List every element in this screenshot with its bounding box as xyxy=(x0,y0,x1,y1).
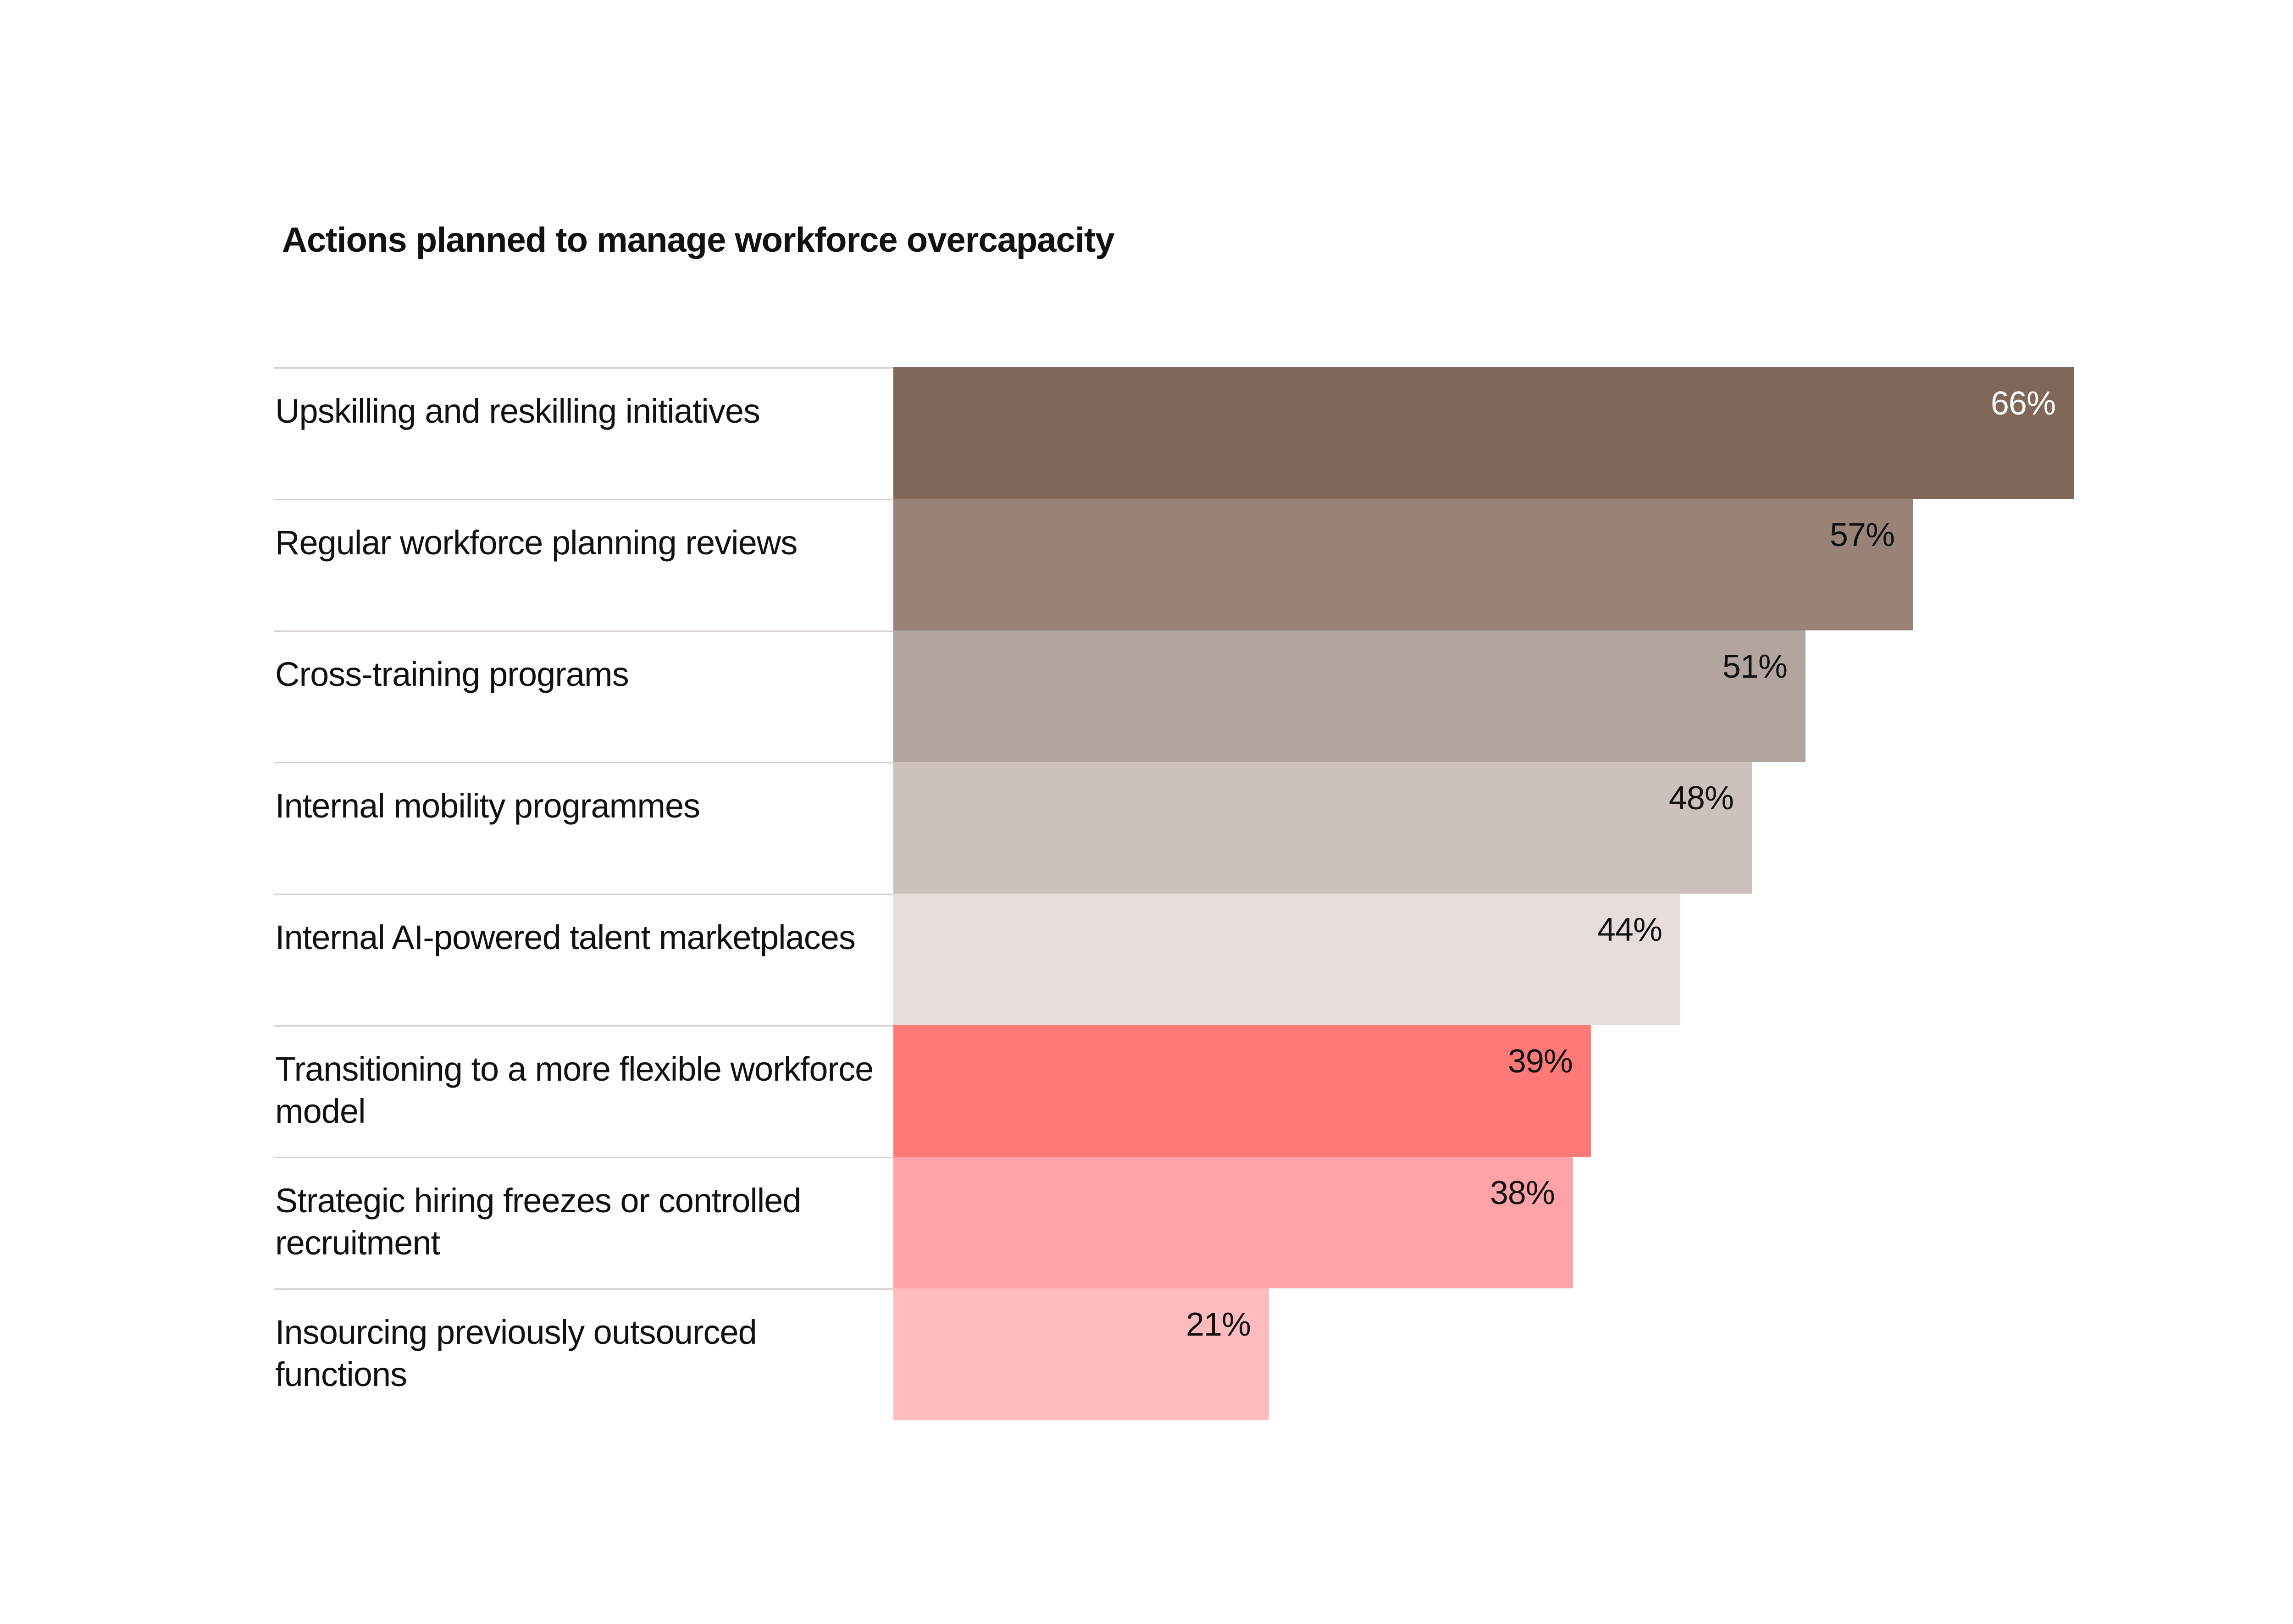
value-label: 44% xyxy=(1597,911,1662,948)
category-label: Internal mobility programmes xyxy=(275,787,700,825)
bar-row: Transitioning to a more flexible workfor… xyxy=(274,1025,2109,1157)
value-label: 21% xyxy=(1185,1306,1251,1343)
chart-title: Actions planned to manage workforce over… xyxy=(282,221,1115,260)
bar xyxy=(893,1025,1591,1157)
category-label: Upskilling and reskilling initiatives xyxy=(275,392,760,430)
bar xyxy=(893,630,1806,762)
bar xyxy=(893,894,1680,1025)
row-divider xyxy=(274,1288,893,1290)
row-divider xyxy=(274,367,893,369)
row-divider xyxy=(274,499,893,500)
bar-row: Cross-training programs 51% xyxy=(274,630,2109,762)
bar xyxy=(893,499,1913,630)
value-label: 38% xyxy=(1490,1175,1555,1211)
value-label: 57% xyxy=(1829,517,1895,553)
bar-row: Upskilling and reskilling initiatives 66% xyxy=(274,367,2109,499)
bar xyxy=(893,1288,1269,1420)
value-label: 39% xyxy=(1507,1043,1573,1080)
row-divider xyxy=(274,1025,893,1027)
category-label: Regular workforce planning reviews xyxy=(275,524,798,562)
row-divider xyxy=(274,630,893,632)
row-divider xyxy=(274,762,893,763)
category-label: Transitioning to a more flexible workfor… xyxy=(275,1050,874,1130)
category-label: Internal AI-powered talent marketplaces xyxy=(275,918,856,956)
row-divider xyxy=(274,894,893,895)
value-label: 48% xyxy=(1668,780,1734,817)
bar-row: Insourcing previously outsourced functio… xyxy=(274,1288,2109,1420)
row-divider xyxy=(274,1157,893,1158)
bar-row: Strategic hiring freezes or controlled r… xyxy=(274,1157,2109,1288)
bar xyxy=(893,367,2074,499)
bar xyxy=(893,1157,1573,1288)
value-label: 51% xyxy=(1722,648,1788,685)
bar-row: Internal AI-powered talent marketplaces 4… xyxy=(274,894,2109,1025)
category-label: Insourcing previously outsourced functio… xyxy=(275,1313,757,1393)
value-label: 66% xyxy=(1990,385,2056,422)
bar-row: Regular workforce planning reviews 57% xyxy=(274,499,2109,630)
category-label: Cross-training programs xyxy=(275,655,629,693)
bar xyxy=(893,762,1752,894)
bar-chart: Upskilling and reskilling initiatives 66%… xyxy=(274,367,2109,1420)
category-label: Strategic hiring freezes or controlled r… xyxy=(275,1182,802,1262)
bar-row: Internal mobility programmes 48% xyxy=(274,762,2109,894)
